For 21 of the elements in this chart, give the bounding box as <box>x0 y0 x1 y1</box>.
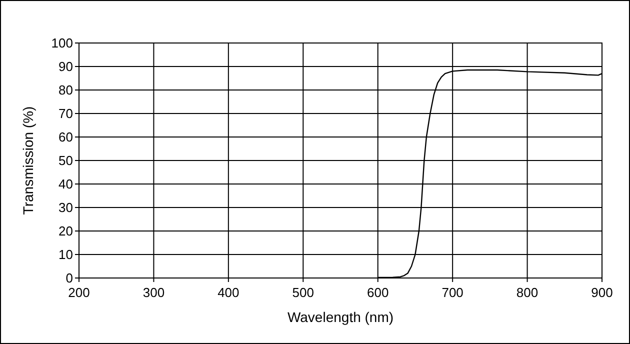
y-tick-label: 0 <box>66 270 73 286</box>
y-tick-label: 60 <box>58 130 73 145</box>
x-tick-label: 900 <box>591 285 613 300</box>
y-tick-label: 80 <box>58 82 73 98</box>
y-tick-label: 70 <box>58 106 73 122</box>
x-tick-label: 700 <box>442 285 464 300</box>
x-tick-label: 300 <box>142 285 165 300</box>
x-tick-label: 800 <box>516 285 538 300</box>
x-tick-label: 400 <box>218 285 240 300</box>
y-tick-label: 40 <box>58 176 73 192</box>
y-tick-label: 90 <box>58 59 73 74</box>
y-tick-label: 20 <box>58 224 73 239</box>
y-tick-label: 30 <box>58 200 73 216</box>
y-tick-label: 50 <box>58 153 73 168</box>
y-tick-label: 10 <box>58 247 73 262</box>
y-axis-title: Transmission (%) <box>20 106 36 215</box>
x-axis-title: Wavelength (nm) <box>287 309 394 325</box>
x-tick-label: 500 <box>292 285 314 300</box>
x-tick-label: 200 <box>68 285 90 300</box>
y-tick-label: 100 <box>51 36 73 51</box>
x-tick-label: 600 <box>367 285 389 300</box>
